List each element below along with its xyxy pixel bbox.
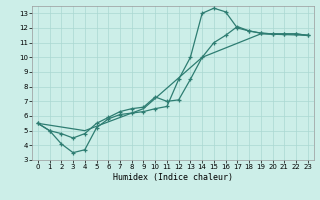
- X-axis label: Humidex (Indice chaleur): Humidex (Indice chaleur): [113, 173, 233, 182]
